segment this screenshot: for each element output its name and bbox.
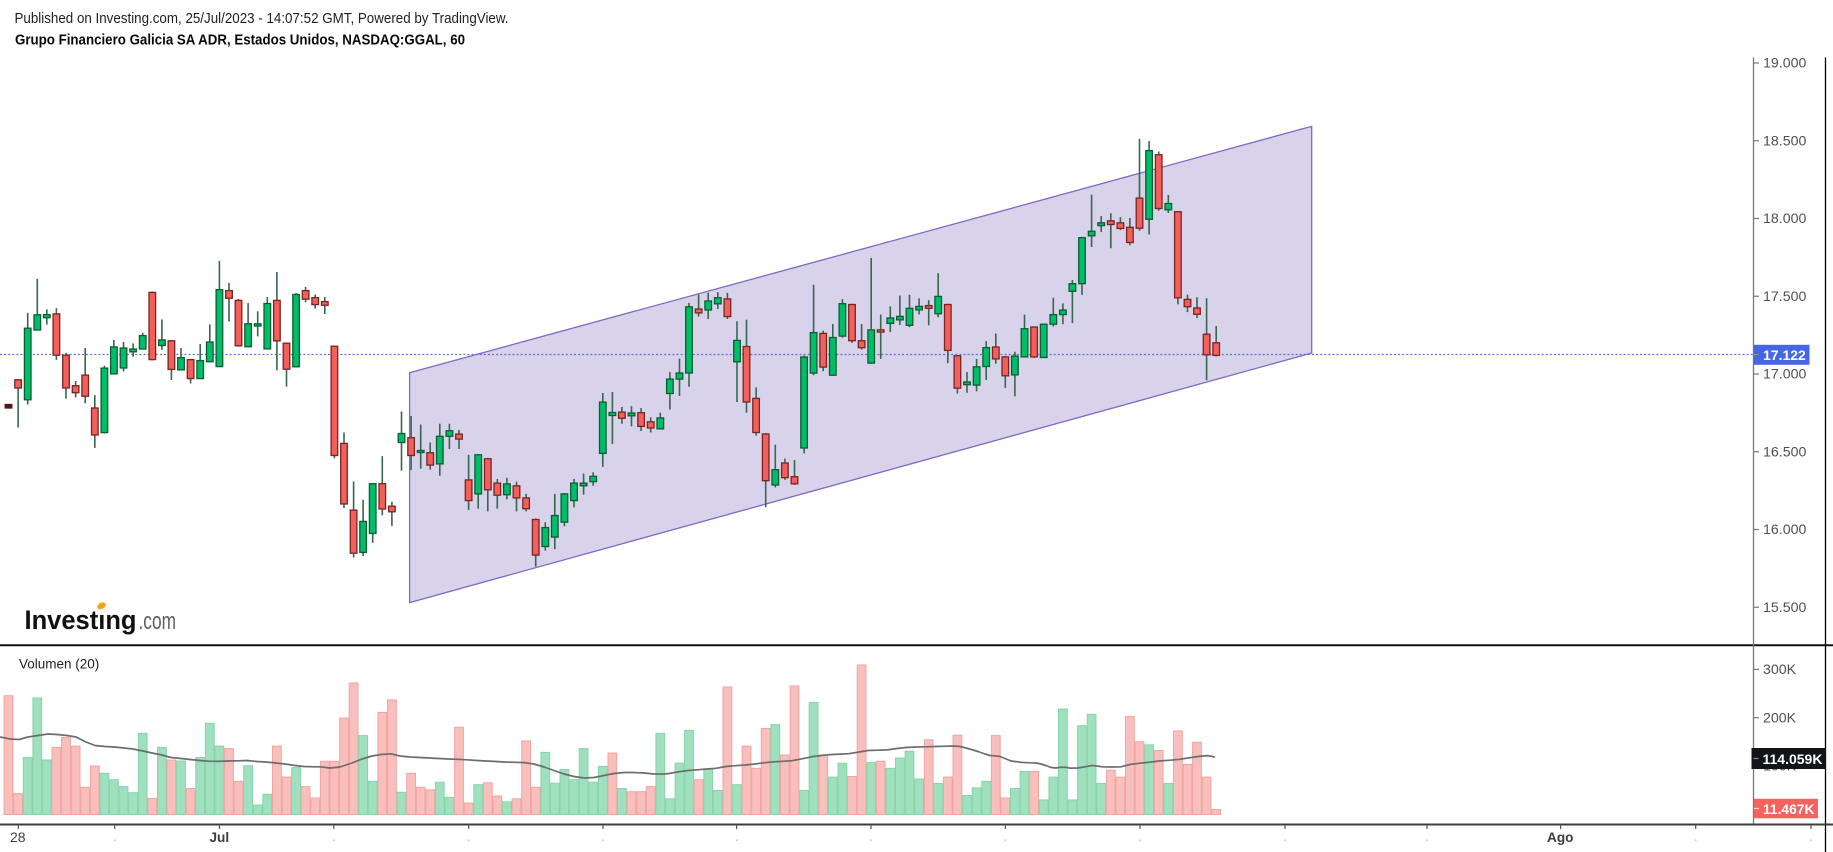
svg-text:Investıng: Investıng	[25, 605, 137, 635]
svg-text:16.500: 16.500	[1763, 444, 1807, 460]
svg-text:Published on Investing.com, 25: Published on Investing.com, 25/Jul/2023 …	[15, 10, 509, 27]
svg-text:19.000: 19.000	[1763, 56, 1807, 72]
svg-text:Jul: Jul	[210, 830, 230, 845]
svg-text:17.122: 17.122	[1763, 347, 1806, 363]
svg-text:Ago: Ago	[1547, 830, 1573, 845]
svg-text:18.500: 18.500	[1763, 133, 1807, 149]
svg-text:.com: .com	[139, 608, 177, 635]
svg-text:16.000: 16.000	[1763, 522, 1807, 538]
svg-text:Grupo Financiero Galicia SA AD: Grupo Financiero Galicia SA ADR, Estados…	[15, 32, 465, 49]
svg-text:Volumen (20): Volumen (20)	[19, 657, 99, 672]
svg-text:18.000: 18.000	[1763, 211, 1807, 227]
svg-text:17.000: 17.000	[1763, 367, 1807, 383]
svg-text:15.500: 15.500	[1763, 600, 1807, 616]
svg-text:200K: 200K	[1763, 710, 1797, 726]
svg-text:17.500: 17.500	[1763, 289, 1807, 305]
svg-text:28: 28	[10, 829, 26, 845]
svg-text:11.467K: 11.467K	[1763, 802, 1814, 817]
svg-text:114.059K: 114.059K	[1763, 751, 1823, 767]
svg-text:300K: 300K	[1763, 662, 1797, 678]
